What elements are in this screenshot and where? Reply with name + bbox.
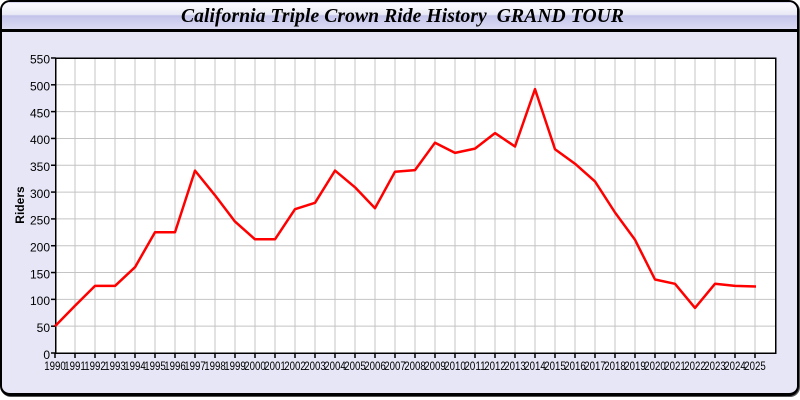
svg-text:2010: 2010 (444, 359, 466, 373)
svg-text:1991: 1991 (64, 359, 86, 373)
svg-text:1999: 1999 (224, 359, 246, 373)
svg-text:1997: 1997 (184, 359, 206, 373)
svg-text:450: 450 (30, 106, 50, 120)
svg-text:1995: 1995 (144, 359, 166, 373)
svg-text:400: 400 (30, 133, 50, 147)
svg-text:2007: 2007 (384, 359, 406, 373)
svg-text:50: 50 (37, 321, 51, 335)
svg-text:2024: 2024 (724, 359, 746, 373)
svg-text:100: 100 (30, 294, 50, 308)
svg-text:200: 200 (30, 240, 50, 254)
svg-text:2018: 2018 (604, 359, 626, 373)
svg-text:1992: 1992 (84, 359, 106, 373)
svg-text:350: 350 (30, 160, 50, 174)
svg-text:2011: 2011 (464, 359, 486, 373)
svg-text:2005: 2005 (344, 359, 366, 373)
svg-text:2004: 2004 (324, 359, 346, 373)
svg-text:300: 300 (30, 187, 50, 201)
svg-text:2008: 2008 (404, 359, 426, 373)
svg-text:2006: 2006 (364, 359, 386, 373)
svg-text:550: 550 (30, 53, 50, 67)
svg-text:2020: 2020 (644, 359, 666, 373)
svg-text:2025: 2025 (744, 359, 766, 373)
svg-text:250: 250 (30, 214, 50, 228)
svg-text:2021: 2021 (664, 359, 686, 373)
svg-text:2019: 2019 (624, 359, 646, 373)
svg-text:2002: 2002 (284, 359, 306, 373)
svg-text:2000: 2000 (244, 359, 266, 373)
svg-text:2015: 2015 (544, 359, 566, 373)
svg-text:2017: 2017 (584, 359, 606, 373)
svg-text:500: 500 (30, 80, 50, 94)
svg-text:2003: 2003 (304, 359, 326, 373)
svg-text:1993: 1993 (104, 359, 126, 373)
svg-text:2012: 2012 (484, 359, 506, 373)
svg-text:1994: 1994 (124, 359, 146, 373)
svg-text:2014: 2014 (524, 359, 546, 373)
svg-text:2023: 2023 (704, 359, 726, 373)
svg-text:Riders: Riders (13, 186, 27, 224)
svg-text:2013: 2013 (504, 359, 526, 373)
svg-text:0: 0 (43, 348, 50, 362)
svg-text:1996: 1996 (164, 359, 186, 373)
svg-text:2022: 2022 (684, 359, 706, 373)
svg-text:2001: 2001 (264, 359, 286, 373)
svg-text:2009: 2009 (424, 359, 446, 373)
svg-text:150: 150 (30, 267, 50, 281)
svg-text:2016: 2016 (564, 359, 586, 373)
svg-text:1990: 1990 (44, 359, 66, 373)
svg-text:1998: 1998 (204, 359, 226, 373)
